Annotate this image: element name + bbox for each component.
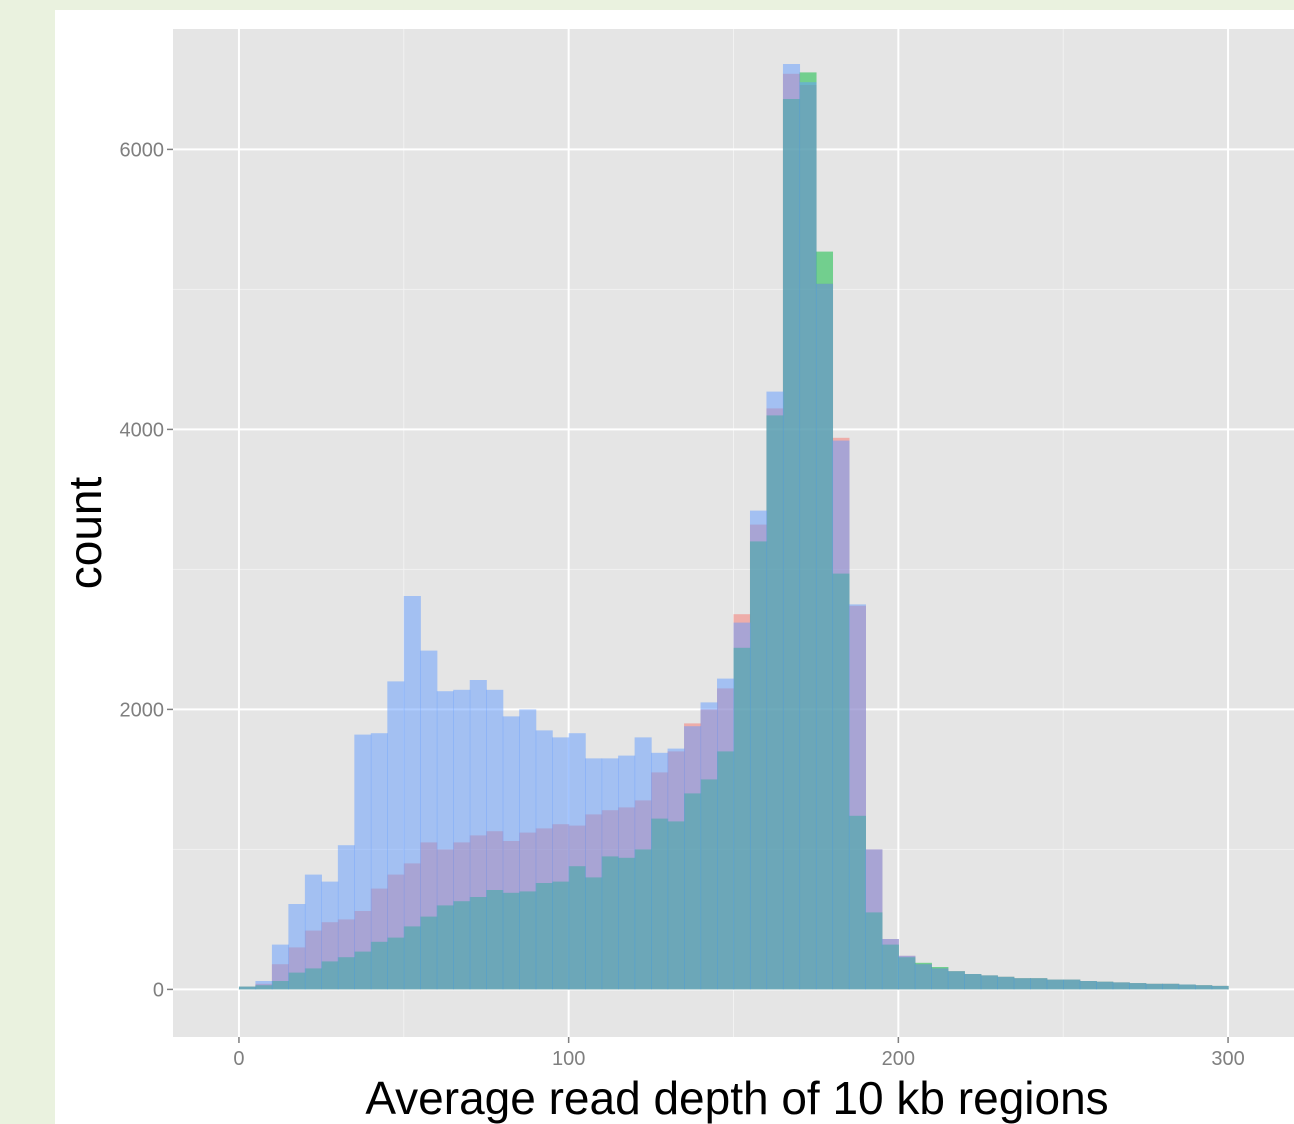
histogram-bar <box>238 986 257 990</box>
histogram-bar <box>321 881 339 990</box>
x-tick-label: 100 <box>552 1048 585 1070</box>
histogram-bar <box>1211 985 1229 990</box>
histogram-bar <box>486 689 504 990</box>
histogram-bar <box>387 681 405 990</box>
histogram-bar <box>1046 979 1064 990</box>
histogram-bar <box>749 510 768 990</box>
histogram-bar <box>304 874 322 990</box>
histogram-bar <box>733 622 751 990</box>
histogram-bar <box>1030 978 1048 990</box>
histogram-bar <box>799 82 817 990</box>
histogram-bar <box>914 964 932 990</box>
histogram-bar <box>1013 978 1031 990</box>
histogram-bar <box>782 64 801 990</box>
histogram-bar <box>684 726 702 990</box>
histogram-bar <box>1096 981 1114 990</box>
histogram-bar <box>502 716 520 990</box>
histogram-bar <box>601 758 619 990</box>
histogram-bar <box>1079 981 1097 990</box>
histogram-bar <box>370 733 388 990</box>
histogram-bar <box>535 730 553 990</box>
y-tick-label: 0 <box>153 979 164 1001</box>
histogram-bar <box>815 283 834 990</box>
histogram-bar <box>255 981 273 990</box>
histogram-bar <box>881 939 899 990</box>
x-tick-label: 0 <box>233 1048 244 1070</box>
histogram-bar <box>865 849 883 990</box>
histogram-bar <box>436 691 454 990</box>
histogram-bar <box>568 733 586 990</box>
histogram-bar <box>667 748 685 990</box>
histogram-bar <box>997 976 1015 990</box>
histogram-bar <box>766 391 784 990</box>
histogram-bar <box>1063 979 1081 990</box>
histogram-bar <box>519 709 537 990</box>
figure: 0 2000 4000 6000 0 100 200 300 Average read de… <box>55 10 1294 1124</box>
histogram-chart: 0 2000 4000 6000 0 100 200 300 Average read de… <box>59 29 1294 1124</box>
histogram-bar <box>469 680 487 990</box>
histogram-bar <box>634 737 652 990</box>
histogram-bar <box>618 755 636 990</box>
histogram-bar <box>1129 983 1147 990</box>
histogram-bar <box>947 971 965 990</box>
histogram-bar <box>980 975 998 990</box>
histogram-bar <box>1112 982 1130 990</box>
histogram-bar <box>288 904 306 990</box>
x-tick-label: 300 <box>1211 1048 1244 1070</box>
histogram-bar <box>354 734 372 990</box>
x-axis-ticks: 0 100 200 300 <box>233 1037 1245 1070</box>
histogram-bar <box>1195 985 1213 990</box>
x-axis-title: Average read depth of 10 kb regions <box>365 1072 1108 1124</box>
y-axis-ticks: 0 2000 4000 6000 <box>120 139 173 1001</box>
x-tick-label: 200 <box>882 1048 915 1070</box>
histogram-bar <box>898 955 916 990</box>
histogram-bar <box>271 944 289 990</box>
histogram-bar <box>420 650 438 990</box>
series-3 <box>238 64 1229 990</box>
bars <box>238 64 1229 990</box>
y-axis-title: count <box>59 477 111 590</box>
histogram-bar <box>651 752 669 990</box>
histogram-bar <box>1178 984 1196 990</box>
histogram-bar <box>585 758 603 990</box>
histogram-bar <box>717 678 735 990</box>
y-tick-label: 4000 <box>120 419 165 441</box>
histogram-bar <box>964 974 982 990</box>
histogram-bar <box>552 737 570 990</box>
histogram-bar <box>1162 983 1180 990</box>
histogram-bar <box>848 604 866 990</box>
histogram-bar <box>453 689 471 990</box>
histogram-bar <box>832 440 850 990</box>
y-tick-label: 2000 <box>120 699 165 721</box>
histogram-bar <box>700 702 718 990</box>
histogram-bar <box>403 596 421 990</box>
histogram-bar <box>931 968 949 990</box>
histogram-bar <box>1145 983 1163 990</box>
histogram-bar <box>337 845 355 990</box>
y-tick-label: 6000 <box>120 139 165 161</box>
